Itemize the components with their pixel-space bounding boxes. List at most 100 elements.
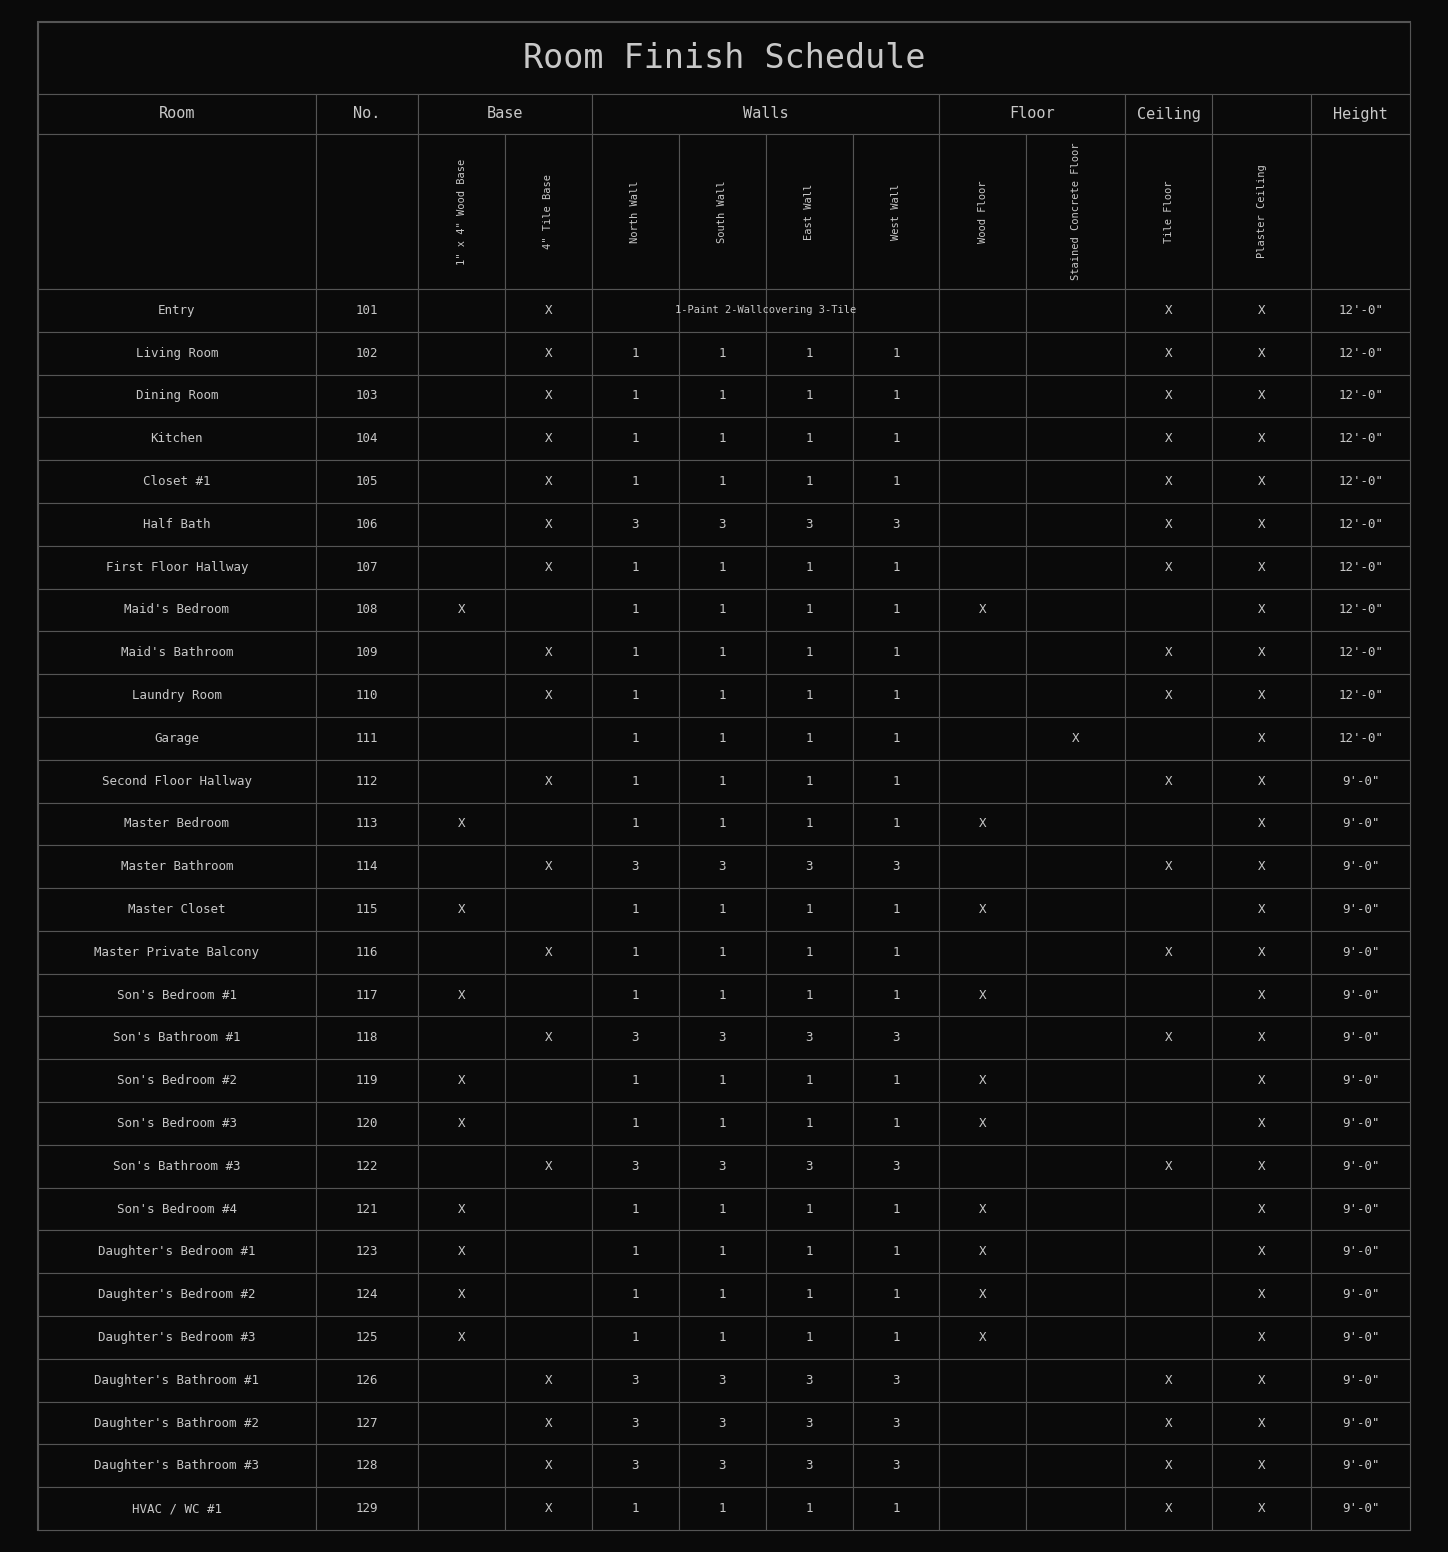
Text: X: X xyxy=(1164,433,1173,445)
Bar xyxy=(316,1487,418,1530)
Text: 128: 128 xyxy=(356,1459,378,1473)
Bar xyxy=(679,133,766,289)
Bar xyxy=(1310,503,1410,546)
Bar xyxy=(592,417,679,461)
Bar xyxy=(505,802,592,846)
Text: 3: 3 xyxy=(805,1159,812,1173)
Text: 1: 1 xyxy=(631,733,639,745)
Bar xyxy=(505,632,592,674)
Bar xyxy=(316,332,418,374)
Bar xyxy=(418,1445,505,1487)
Bar xyxy=(679,1187,766,1231)
Bar xyxy=(1027,503,1125,546)
Text: 1: 1 xyxy=(805,433,812,445)
Bar xyxy=(853,1231,940,1273)
Bar xyxy=(679,503,766,546)
Bar xyxy=(505,1017,592,1060)
Bar xyxy=(505,674,592,717)
Bar xyxy=(418,1401,505,1445)
Bar xyxy=(940,374,1027,417)
Bar xyxy=(679,332,766,374)
Bar xyxy=(316,888,418,931)
Text: 116: 116 xyxy=(356,945,378,959)
Bar xyxy=(316,674,418,717)
Bar xyxy=(940,1231,1027,1273)
Bar xyxy=(505,973,592,1017)
Text: 106: 106 xyxy=(356,518,378,531)
Bar xyxy=(853,1187,940,1231)
Text: 1: 1 xyxy=(805,989,812,1001)
Text: X: X xyxy=(544,689,552,702)
Bar xyxy=(1310,1060,1410,1102)
Bar xyxy=(1310,374,1410,417)
Bar xyxy=(1027,1316,1125,1360)
Text: X: X xyxy=(979,903,986,916)
Text: 3: 3 xyxy=(631,1159,639,1173)
Text: 1: 1 xyxy=(718,1332,725,1344)
Text: X: X xyxy=(1258,1459,1266,1473)
Bar xyxy=(592,289,679,332)
Text: 3: 3 xyxy=(892,1159,899,1173)
Bar xyxy=(418,1187,505,1231)
Text: 1: 1 xyxy=(631,1203,639,1215)
Bar xyxy=(418,95,592,133)
Text: X: X xyxy=(1258,304,1266,317)
Bar xyxy=(766,289,853,332)
Text: 12'-0": 12'-0" xyxy=(1338,518,1383,531)
Text: X: X xyxy=(1258,433,1266,445)
Bar xyxy=(766,931,853,973)
Bar xyxy=(1212,717,1310,760)
Bar xyxy=(592,588,679,632)
Bar xyxy=(766,1360,853,1401)
Bar xyxy=(38,1487,316,1530)
Bar xyxy=(505,1487,592,1530)
Bar xyxy=(853,1316,940,1360)
Bar xyxy=(766,1445,853,1487)
Text: X: X xyxy=(1258,604,1266,616)
Text: X: X xyxy=(1072,733,1080,745)
Bar xyxy=(418,1060,505,1102)
Bar xyxy=(853,503,940,546)
Text: 3: 3 xyxy=(631,1032,639,1044)
Bar xyxy=(853,632,940,674)
Text: 9'-0": 9'-0" xyxy=(1342,1159,1380,1173)
Text: 1: 1 xyxy=(718,1117,725,1130)
Bar xyxy=(1310,931,1410,973)
Bar xyxy=(1027,1445,1125,1487)
Text: 1: 1 xyxy=(718,475,725,487)
Bar xyxy=(679,461,766,503)
Bar xyxy=(1027,461,1125,503)
Bar xyxy=(592,95,940,133)
Bar xyxy=(1212,417,1310,461)
Text: 3: 3 xyxy=(718,1159,725,1173)
Text: X: X xyxy=(1164,304,1173,317)
Text: 1: 1 xyxy=(718,818,725,830)
Bar xyxy=(1027,632,1125,674)
Bar xyxy=(1027,588,1125,632)
Bar xyxy=(1212,1360,1310,1401)
Bar xyxy=(679,888,766,931)
Bar xyxy=(1212,374,1310,417)
Text: 1: 1 xyxy=(805,1332,812,1344)
Bar xyxy=(38,846,316,888)
Text: 12'-0": 12'-0" xyxy=(1338,390,1383,402)
Text: 1: 1 xyxy=(718,1074,725,1086)
Bar xyxy=(1310,332,1410,374)
Bar xyxy=(766,1145,853,1187)
Text: 9'-0": 9'-0" xyxy=(1342,774,1380,787)
Text: 1: 1 xyxy=(718,433,725,445)
Text: 12'-0": 12'-0" xyxy=(1338,560,1383,574)
Bar xyxy=(1310,674,1410,717)
Text: X: X xyxy=(544,475,552,487)
Text: 1: 1 xyxy=(718,945,725,959)
Text: 1: 1 xyxy=(631,989,639,1001)
Text: X: X xyxy=(1164,518,1173,531)
Text: 1: 1 xyxy=(631,1502,639,1515)
Bar xyxy=(1310,95,1410,133)
Bar xyxy=(1212,1445,1310,1487)
Bar xyxy=(1310,1187,1410,1231)
Text: X: X xyxy=(1258,518,1266,531)
Text: 101: 101 xyxy=(356,304,378,317)
Text: 12'-0": 12'-0" xyxy=(1338,304,1383,317)
Bar xyxy=(1212,1060,1310,1102)
